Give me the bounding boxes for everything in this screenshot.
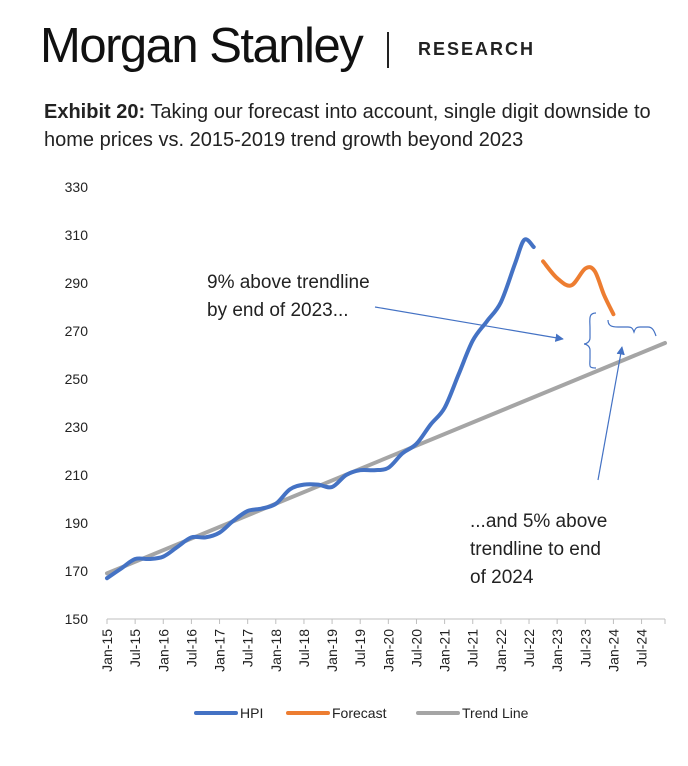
- brand-logo-text: Morgan Stanley: [40, 19, 364, 73]
- y-tick-label: 210: [65, 467, 89, 483]
- x-tick-label: Jul-17: [240, 629, 256, 667]
- annotation-1-line: 9% above trendline: [207, 272, 370, 293]
- x-tick-label: Jul-24: [634, 629, 650, 667]
- report-header: Morgan Stanley RESEARCH: [40, 18, 660, 78]
- legend-forecast-label: Forecast: [332, 705, 387, 721]
- legend-trend-label: Trend Line: [462, 705, 529, 721]
- y-tick-label: 150: [65, 611, 89, 627]
- x-tick-label: Jan-23: [549, 629, 565, 672]
- series-line-forecast: [541, 259, 616, 317]
- x-tick-label: Jan-18: [268, 629, 284, 672]
- annotation-2-line: ...and 5% above: [470, 511, 607, 532]
- annotation-1-line: by end of 2023...: [207, 300, 349, 321]
- x-tick-label: Jul-19: [352, 629, 368, 667]
- annotation-2-line: of 2024: [470, 567, 534, 588]
- x-tick-label: Jan-24: [605, 629, 621, 672]
- x-tick-label: Jan-15: [99, 629, 115, 672]
- x-tick-label: Jan-22: [493, 629, 509, 672]
- annotation-1-arrow: [374, 306, 564, 342]
- exhibit-label: Exhibit 20:: [44, 101, 146, 123]
- y-tick-label: 170: [65, 563, 89, 579]
- annotation-2-line: trendline to end: [470, 539, 601, 560]
- hpi-chart: 150 170 190 210 230 250 270 290 310 330 Jan-15 Jul-…: [65, 179, 667, 672]
- exhibit-title: Exhibit 20: Taking our forecast into acc…: [44, 98, 684, 154]
- x-tick-label: Jul-20: [408, 629, 424, 667]
- y-tick-label: 250: [65, 371, 89, 387]
- x-tick-label: Jul-23: [577, 629, 593, 667]
- annotation-2-brace: [607, 319, 657, 337]
- x-tick-label: Jul-18: [296, 629, 312, 667]
- x-tick-label: Jan-20: [380, 629, 396, 672]
- annotation-1-brace: [583, 312, 597, 369]
- section-label: RESEARCH: [418, 39, 536, 59]
- exhibit-title-text: Taking our forecast into account, single…: [44, 101, 651, 151]
- y-tick-label: 290: [65, 275, 89, 291]
- x-tick-label: Jul-16: [183, 629, 199, 667]
- chart-legend: HPI Forecast Trend Line: [194, 705, 529, 721]
- x-tick-label: Jul-21: [465, 629, 481, 667]
- x-tick-label: Jan-16: [155, 629, 171, 672]
- y-tick-label: 330: [65, 179, 89, 195]
- x-tick-label: Jul-22: [521, 629, 537, 667]
- x-tick-label: Jan-17: [212, 629, 228, 672]
- series-line-trend: [105, 341, 667, 576]
- y-tick-label: 190: [65, 515, 89, 531]
- y-tick-label: 230: [65, 419, 89, 435]
- x-tick-label: Jan-21: [437, 629, 453, 672]
- legend-hpi-label: HPI: [240, 705, 263, 721]
- x-tick-label: Jan-19: [324, 629, 340, 672]
- brand-divider: [387, 32, 389, 68]
- y-tick-label: 310: [65, 227, 89, 243]
- series-line-hpi: [105, 237, 536, 581]
- x-tick-label: Jul-15: [127, 629, 143, 667]
- annotation-2-arrow: [597, 346, 625, 481]
- y-tick-label: 270: [65, 323, 89, 339]
